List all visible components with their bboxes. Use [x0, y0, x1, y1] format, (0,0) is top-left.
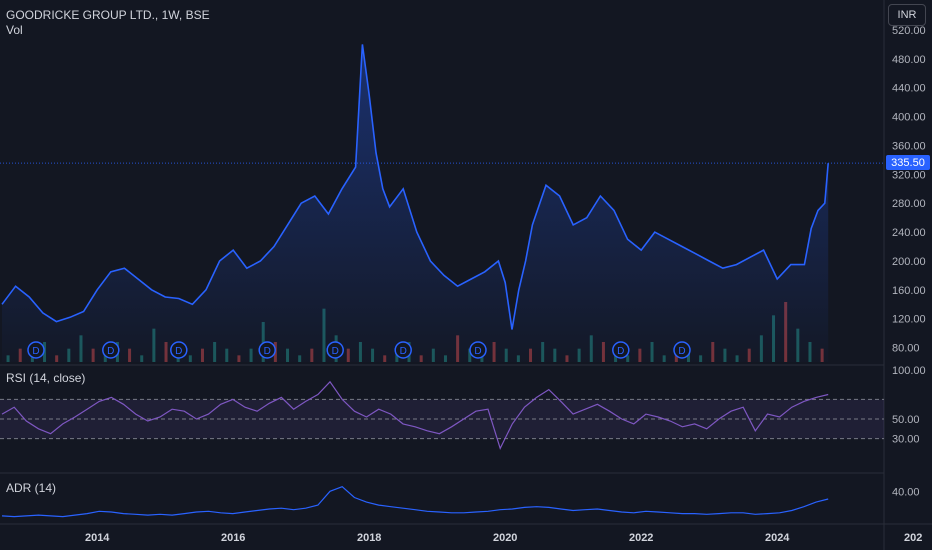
currency-button[interactable]: INR: [888, 4, 926, 26]
time-tick-label: 2016: [221, 532, 245, 544]
dividend-marker-label: D: [474, 346, 481, 357]
rsi-panel: 100.00 50.00 30.00: [0, 365, 926, 451]
adr-line: [1, 486, 829, 518]
dividend-marker-label: D: [175, 346, 182, 357]
rsi-line: [1, 380, 829, 451]
dividend-marker-label: D: [264, 346, 271, 357]
dividend-marker-circle: [102, 341, 120, 359]
price-axis: 80.00 120.00 160.00 200.00 240.00 280.00 320.0…: [892, 25, 926, 355]
chart-title: GOODRICKE GROUP LTD., 1W, BSE: [6, 8, 210, 22]
dividend-marker-label: D: [678, 346, 685, 357]
price-tick-label: 200.00: [892, 256, 926, 268]
dividend-marker-circle: [170, 341, 188, 359]
time-axis: 2014 2016 2018 2020 2022 2024 202: [85, 532, 922, 544]
price-tick-label: 440.00: [892, 83, 926, 95]
price-tick-label: 280.00: [892, 198, 926, 210]
price-tick-label: 80.00: [892, 343, 920, 355]
dividend-marker-circle: [394, 341, 412, 359]
dividend-marker-label: D: [107, 346, 114, 357]
time-tick-label: 2022: [629, 532, 653, 544]
price-tick-label: 480.00: [892, 54, 926, 66]
rsi-tick-label: 50.00: [892, 414, 920, 426]
time-tick-label: 2024: [765, 532, 790, 544]
dividend-marker-label: D: [332, 346, 339, 357]
time-tick-label: 202: [904, 532, 922, 544]
price-tick-label: 400.00: [892, 112, 926, 124]
time-tick-label: 2020: [493, 532, 517, 544]
adr-panel: 40.00: [1, 486, 920, 518]
dividend-marker-circle: [469, 341, 487, 359]
adr-tick-label: 40.00: [892, 486, 920, 498]
dividend-marker-circle: [27, 341, 45, 359]
dividend-marker-label: D: [32, 346, 39, 357]
price-area-fill: [2, 44, 829, 363]
price-tick-label: 320.00: [892, 169, 926, 181]
price-line: [1, 44, 829, 330]
dividend-marker-label: D: [617, 346, 624, 357]
dividend-marker-circle: [258, 341, 276, 359]
price-tick-label: 120.00: [892, 314, 926, 326]
volume-label: Vol: [6, 23, 23, 37]
dividend-marker-circle: [326, 341, 344, 359]
time-tick-label: 2018: [357, 532, 381, 544]
dividend-marker-label: D: [400, 346, 407, 357]
last-price-badge: 335.50: [886, 155, 930, 170]
dividend-marker-circle: [612, 341, 630, 359]
time-tick-label: 2014: [85, 532, 110, 544]
adr-label: ADR (14): [6, 481, 57, 495]
price-tick-label: 160.00: [892, 285, 926, 297]
rsi-label: RSI (14, close): [6, 371, 86, 385]
price-tick-label: 240.00: [892, 227, 926, 239]
price-tick-label: 360.00: [892, 140, 926, 152]
rsi-tick-label: 30.00: [892, 434, 920, 446]
dividend-marker-circle: [673, 341, 691, 359]
price-tick-label: 520.00: [892, 25, 926, 37]
price-area: [0, 44, 884, 363]
rsi-tick-label: 100.00: [892, 365, 926, 377]
